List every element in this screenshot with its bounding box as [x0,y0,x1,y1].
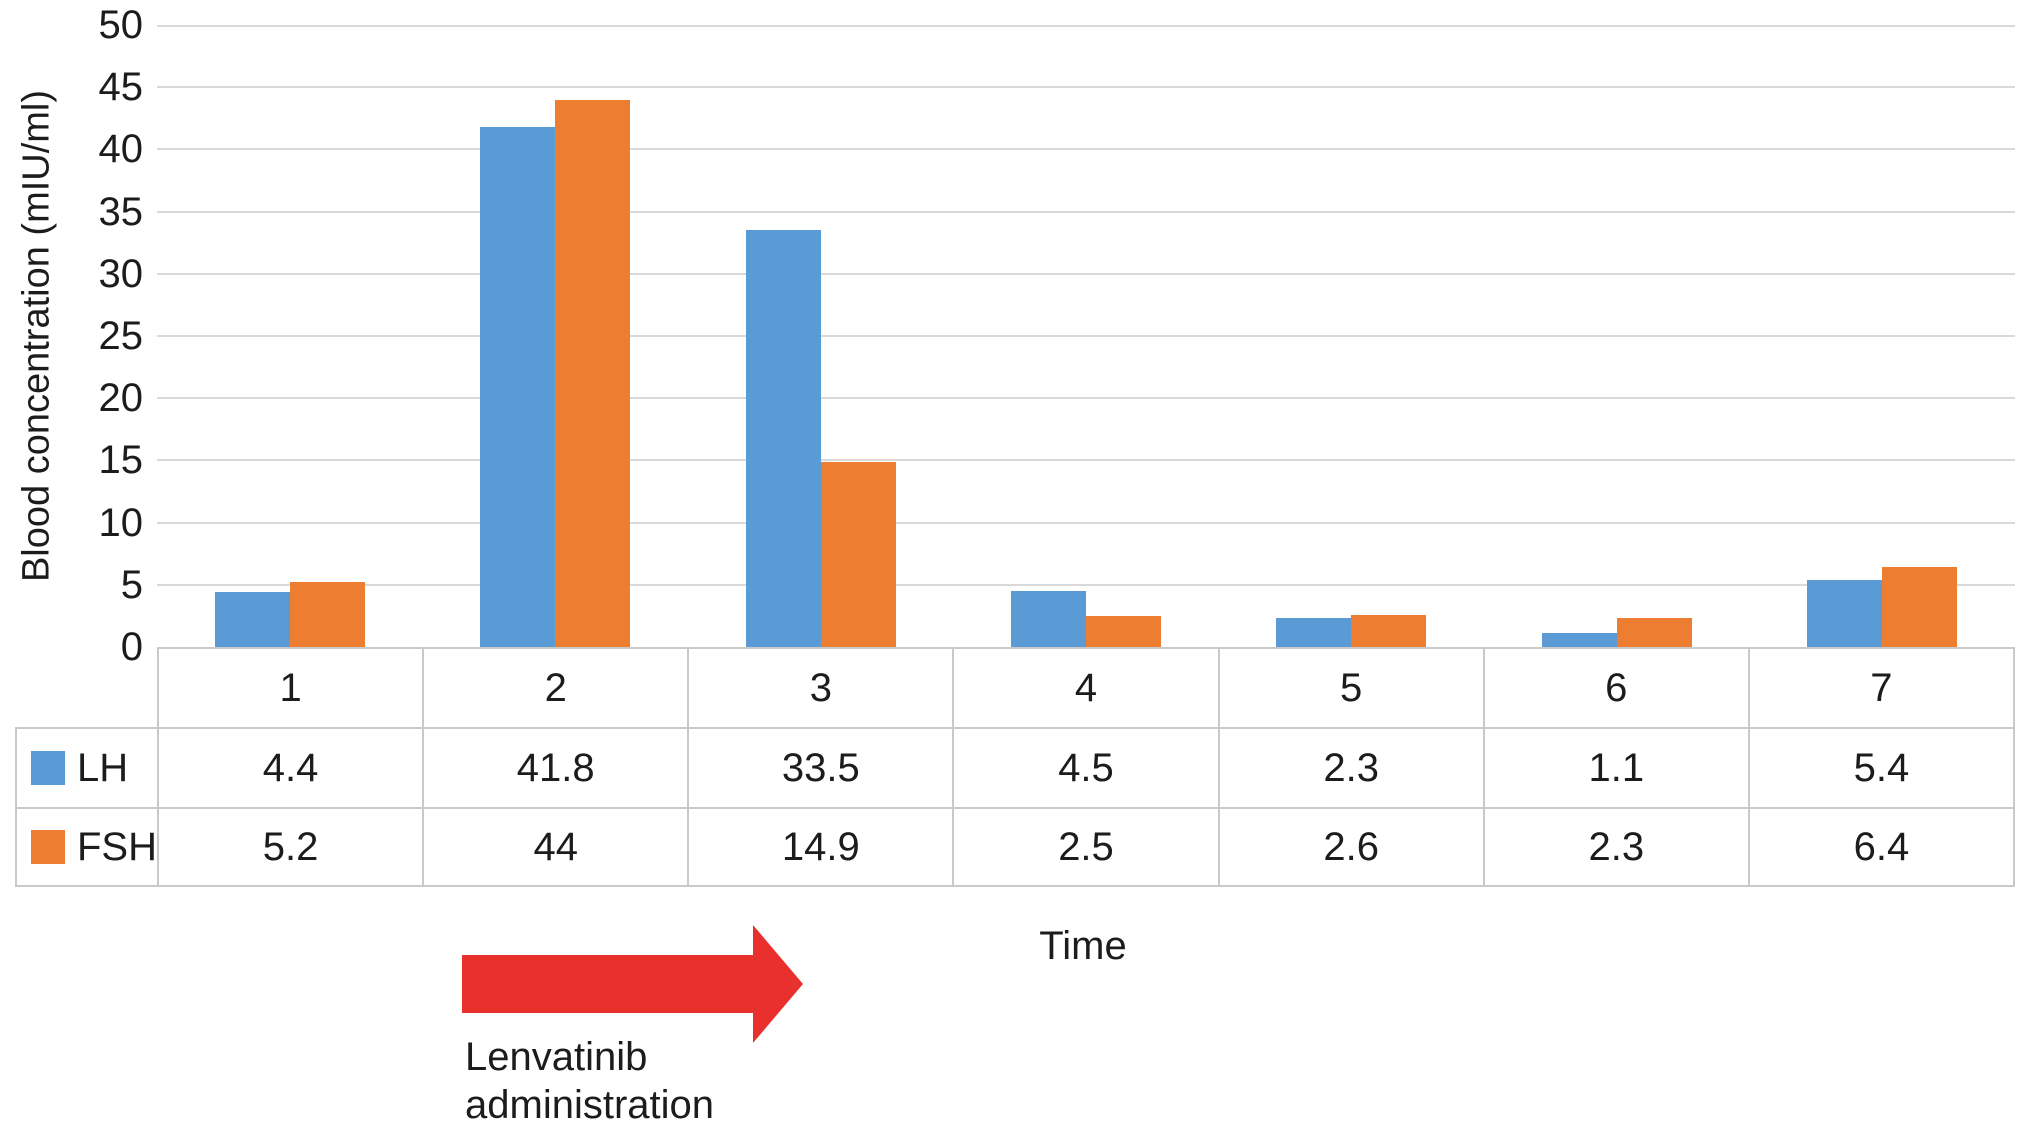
bar-fsh-3 [821,462,896,647]
y-tick-label: 30 [98,252,144,296]
y-tick-label: 20 [98,376,144,420]
y-tick-label: 45 [98,65,144,109]
gridline [157,522,2015,524]
bar-fsh-7 [1882,567,1957,647]
table-header-cell: 5 [1217,647,1483,727]
table-value-cell: 2.6 [1217,807,1483,887]
plot-area [157,25,2015,647]
table-value-cell: 14.9 [687,807,953,887]
gridline [157,211,2015,213]
gridline [157,86,2015,88]
bar-lh-2 [480,127,555,647]
table-header-cell: 4 [952,647,1218,727]
x-axis-title: Time [1039,924,1127,968]
y-tick-label: 15 [98,438,144,482]
table-header-cell: 6 [1482,647,1748,727]
table-corner-spacer [15,647,157,727]
arrow-label: Lenvatinib administration [465,1033,714,1129]
table-value-cell: 5.4 [1747,727,2015,807]
gridline [157,25,2015,27]
series-label: LH [77,745,129,790]
bar-fsh-6 [1617,618,1692,647]
lenvatinib-administration-arrow-icon [462,925,803,1043]
y-tick-label: 5 [120,563,143,607]
table-value-cell: 41.8 [422,727,688,807]
bar-fsh-2 [555,100,630,647]
gridline [157,584,2015,586]
gridline [157,397,2015,399]
data-table: 1 2 3 4 5 6 7 LH 4.4 41.8 33.5 4.5 2.3 1.1 5.4 FSH 5.2 44… [15,647,2015,887]
legend-cell-lh: LH [15,727,157,807]
y-tick-label: 10 [98,501,144,545]
arrow-label-line2: administration [465,1083,715,1127]
table-value-cell: 33.5 [687,727,953,807]
bar-lh-4 [1011,591,1086,647]
table-header-cell: 1 [157,647,423,727]
bar-lh-7 [1807,580,1882,647]
y-tick-label: 35 [98,190,144,234]
arrow-label-line1: Lenvatinib [465,1035,648,1079]
bar-fsh-4 [1086,616,1161,647]
y-tick-label: 0 [120,625,143,669]
table-value-cell: 1.1 [1482,727,1748,807]
bar-fsh-1 [290,582,365,647]
table-value-cell: 5.2 [157,807,423,887]
table-value-cell: 2.3 [1482,807,1748,887]
y-tick-label: 25 [98,314,144,358]
table-value-cell: 44 [422,807,688,887]
gridline [157,459,2015,461]
table-value-cell: 6.4 [1747,807,2015,887]
table-header-cell: 7 [1747,647,2015,727]
bar-lh-1 [215,592,290,647]
legend-swatch-fsh [31,830,65,864]
table-row-lh: LH 4.4 41.8 33.5 4.5 2.3 1.1 5.4 [15,727,2015,807]
y-tick-label: 50 [98,3,144,47]
table-header-cell: 3 [687,647,953,727]
bar-lh-6 [1542,633,1617,647]
table-value-cell: 4.5 [952,727,1218,807]
y-tick-label: 40 [98,127,144,171]
bar-lh-5 [1276,618,1351,647]
series-label: FSH [77,824,157,869]
table-value-cell: 2.3 [1217,727,1483,807]
bar-fsh-5 [1351,615,1426,647]
table-value-cell: 4.4 [157,727,423,807]
gridline [157,148,2015,150]
bar-lh-3 [746,230,821,647]
table-value-cell: 2.5 [952,807,1218,887]
table-row-fsh: FSH 5.2 44 14.9 2.5 2.6 2.3 6.4 [15,807,2015,887]
gridline [157,273,2015,275]
legend-cell-fsh: FSH [15,807,157,887]
table-header-cell: 2 [422,647,688,727]
legend-swatch-lh [31,751,65,785]
gridline [157,335,2015,337]
